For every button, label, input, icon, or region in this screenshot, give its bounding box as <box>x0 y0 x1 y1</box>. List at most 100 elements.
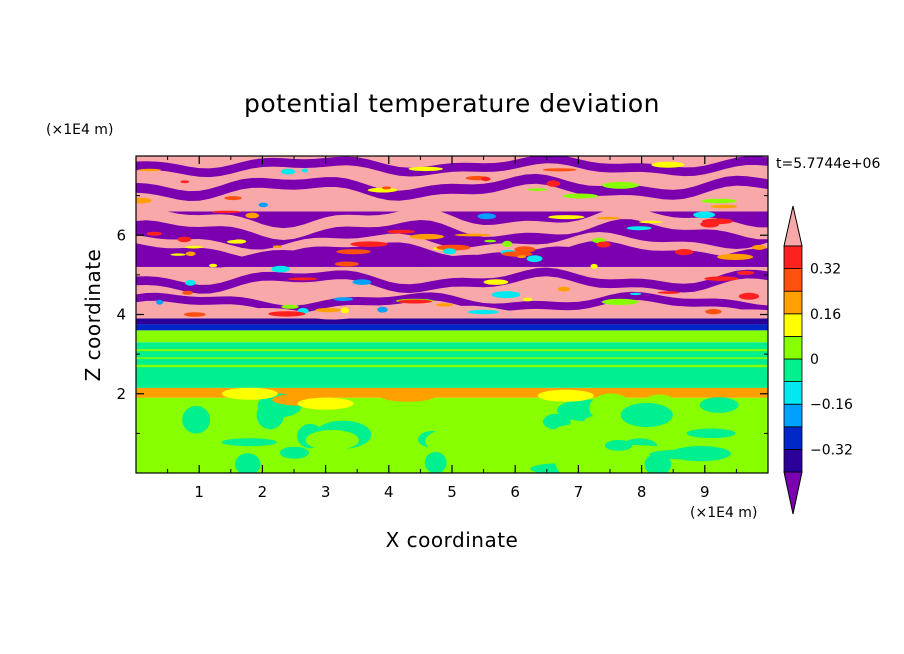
field-speckle <box>336 249 371 255</box>
field-speckle <box>557 286 571 292</box>
contour-field <box>136 156 768 473</box>
field-speckle <box>177 236 192 243</box>
field-speckle <box>245 212 259 219</box>
field-blob <box>425 427 492 455</box>
field-blob <box>424 452 447 473</box>
field-streak <box>136 173 768 201</box>
field-speckle <box>526 255 543 263</box>
field-blob <box>182 405 211 434</box>
x-tick-label: 7 <box>574 483 584 501</box>
field-speckle <box>333 297 354 301</box>
y-axis-title: Z coordinate <box>81 249 105 382</box>
field-streak <box>136 267 768 294</box>
field-speckle <box>483 279 509 285</box>
field-speckle <box>523 297 533 302</box>
field-speckle <box>491 291 521 299</box>
field-speckle <box>601 298 639 305</box>
field-speckle <box>180 180 190 184</box>
field-blob <box>555 447 592 473</box>
field-speckle <box>454 233 491 237</box>
field-speckle <box>702 218 734 225</box>
colorbar-segment <box>783 268 803 292</box>
field-speckle <box>170 253 186 256</box>
colorbar-segment <box>783 448 803 473</box>
colorbar-segment <box>783 358 803 383</box>
field-speckle <box>484 239 497 243</box>
field-speckle <box>693 211 716 219</box>
field-streak <box>136 305 768 320</box>
field-speckle <box>136 197 152 204</box>
chart-title: potential temperature deviation <box>244 89 660 118</box>
field-blob <box>542 413 571 430</box>
field-speckle <box>480 176 491 182</box>
colorbar-segment <box>783 381 803 405</box>
field-speckle <box>182 290 194 295</box>
field-speckle <box>409 233 444 240</box>
x-tick-label: 3 <box>321 483 331 501</box>
field-speckle <box>546 180 561 187</box>
field-speckle <box>675 249 694 256</box>
field-speckle <box>626 226 652 231</box>
field-blob <box>379 389 436 402</box>
field-blob <box>305 429 359 451</box>
field-speckle <box>502 240 513 247</box>
colorbar-label: 0.16 <box>810 307 841 323</box>
colorbar-label: 0 <box>810 352 819 368</box>
field-streak <box>136 207 768 240</box>
field-speckle <box>542 168 577 172</box>
field-speckle <box>281 304 299 309</box>
field-speckle <box>350 241 389 247</box>
field-speckle <box>590 263 598 269</box>
colorbar-label: −0.16 <box>810 397 853 413</box>
field-speckle <box>156 299 164 305</box>
field-speckle <box>227 240 243 244</box>
field-speckle <box>212 210 241 214</box>
field-blob <box>241 444 262 454</box>
field-speckle <box>271 265 290 273</box>
field-speckle <box>185 251 196 257</box>
field-blob <box>221 387 278 400</box>
colorbar-segment <box>783 403 803 428</box>
field-blob <box>537 389 594 402</box>
field-blob <box>709 436 768 448</box>
field-blob <box>699 397 739 413</box>
field-blob <box>279 446 309 459</box>
field-blob <box>520 398 557 408</box>
y-axis-unit: (×1E4 m) <box>46 122 113 138</box>
field-speckle <box>651 161 685 168</box>
field-blob <box>604 440 633 451</box>
field-blob <box>649 449 728 460</box>
field-speckle <box>381 186 392 190</box>
field-speckle <box>639 220 663 224</box>
x-axis-title: X coordinate <box>386 528 519 552</box>
field-speckle <box>704 276 739 281</box>
colorbar-label: 0.32 <box>810 262 841 278</box>
x-tick-label: 8 <box>637 483 647 501</box>
field-blob <box>554 423 608 439</box>
field-speckle <box>224 196 242 201</box>
field-blob <box>422 402 489 434</box>
field-speckle <box>301 168 308 173</box>
field-speckle <box>209 263 218 268</box>
field-streak <box>136 156 768 178</box>
y-tick-label: 6 <box>116 226 126 244</box>
field-speckle <box>352 279 372 285</box>
field-speckle <box>184 245 203 249</box>
field-blob <box>686 428 736 439</box>
field-blob <box>526 433 557 447</box>
field-blob <box>235 453 261 473</box>
field-speckle <box>596 241 611 248</box>
field-streak <box>136 232 768 259</box>
field-stripe <box>136 364 768 368</box>
field-speckle <box>602 181 639 189</box>
colorbar-extend-low <box>783 471 803 515</box>
colorbar-label: −0.32 <box>810 442 853 458</box>
colorbar-extend-high <box>783 205 803 247</box>
field-speckle <box>752 244 766 250</box>
field-speckle <box>705 308 722 315</box>
field-speckle <box>717 253 754 260</box>
field-speckle <box>467 309 499 315</box>
field-speckle <box>397 299 433 304</box>
field-speckle <box>334 261 359 267</box>
